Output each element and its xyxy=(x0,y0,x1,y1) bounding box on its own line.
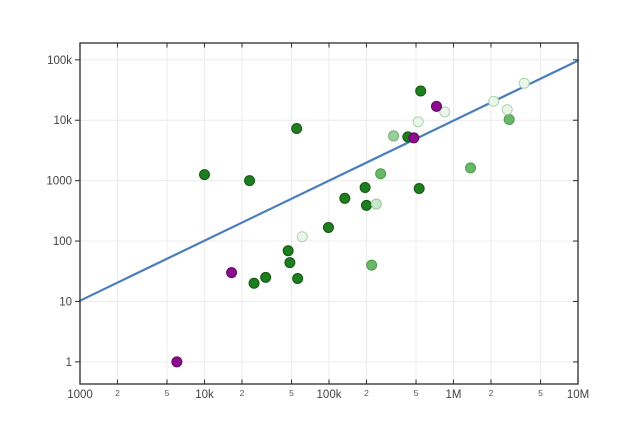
x-tick-label: 5 xyxy=(538,388,543,398)
x-tick-label: 2 xyxy=(240,388,245,398)
x-tick-label: 5 xyxy=(165,388,170,398)
data-point-purple[interactable] xyxy=(408,132,420,144)
data-point-very-pale-green[interactable] xyxy=(518,77,530,89)
data-point-dark-green[interactable] xyxy=(282,245,294,257)
y-tick-label: 10 xyxy=(59,296,72,308)
data-point-dark-green[interactable] xyxy=(360,199,372,211)
data-point-very-pale-green[interactable] xyxy=(412,116,424,128)
x-tick-label: 10k xyxy=(195,389,214,401)
x-tick-label: 1M xyxy=(446,389,462,401)
x-tick-label: 100k xyxy=(317,389,342,401)
data-point-dark-green[interactable] xyxy=(415,85,427,97)
data-point-dark-green[interactable] xyxy=(284,257,296,269)
x-tick-label: 2 xyxy=(115,388,120,398)
data-point-dark-green[interactable] xyxy=(292,272,304,284)
data-point-dark-green[interactable] xyxy=(359,182,371,194)
data-point-medium-green[interactable] xyxy=(465,162,477,174)
data-point-purple[interactable] xyxy=(430,100,442,112)
data-point-dark-green[interactable] xyxy=(291,122,303,134)
data-point-dark-green[interactable] xyxy=(322,221,334,233)
y-tick-label: 1 xyxy=(66,357,72,369)
data-point-light-green[interactable] xyxy=(388,130,400,142)
x-tick-label: 1000 xyxy=(67,389,93,401)
y-tick-label: 10k xyxy=(53,115,72,127)
data-point-very-pale-green[interactable] xyxy=(439,106,451,118)
x-tick-label: 10M xyxy=(567,389,589,401)
x-tick-label: 5 xyxy=(289,388,294,398)
y-tick-label: 100 xyxy=(53,236,72,248)
data-point-dark-green[interactable] xyxy=(244,175,256,187)
data-point-medium-green[interactable] xyxy=(375,168,387,180)
data-point-dark-green[interactable] xyxy=(413,183,425,195)
x-tick-label: 5 xyxy=(414,388,419,398)
data-point-purple[interactable] xyxy=(171,356,183,368)
data-point-dark-green[interactable] xyxy=(248,277,260,289)
data-point-very-pale-green[interactable] xyxy=(296,231,308,243)
data-point-dark-green[interactable] xyxy=(339,192,351,204)
y-tick-label: 1000 xyxy=(46,176,72,188)
data-point-very-pale-green[interactable] xyxy=(488,95,500,107)
y-tick-label: 100k xyxy=(47,55,72,67)
data-point-pale-green[interactable] xyxy=(370,198,382,210)
data-point-purple[interactable] xyxy=(226,267,238,279)
x-tick-label: 2 xyxy=(364,388,369,398)
data-point-dark-green[interactable] xyxy=(260,271,272,283)
data-point-very-pale-green[interactable] xyxy=(501,104,513,116)
data-point-medium-green[interactable] xyxy=(503,113,515,125)
x-tick-label: 2 xyxy=(489,388,494,398)
data-point-medium-green[interactable] xyxy=(366,259,378,271)
data-point-dark-green[interactable] xyxy=(199,169,210,181)
